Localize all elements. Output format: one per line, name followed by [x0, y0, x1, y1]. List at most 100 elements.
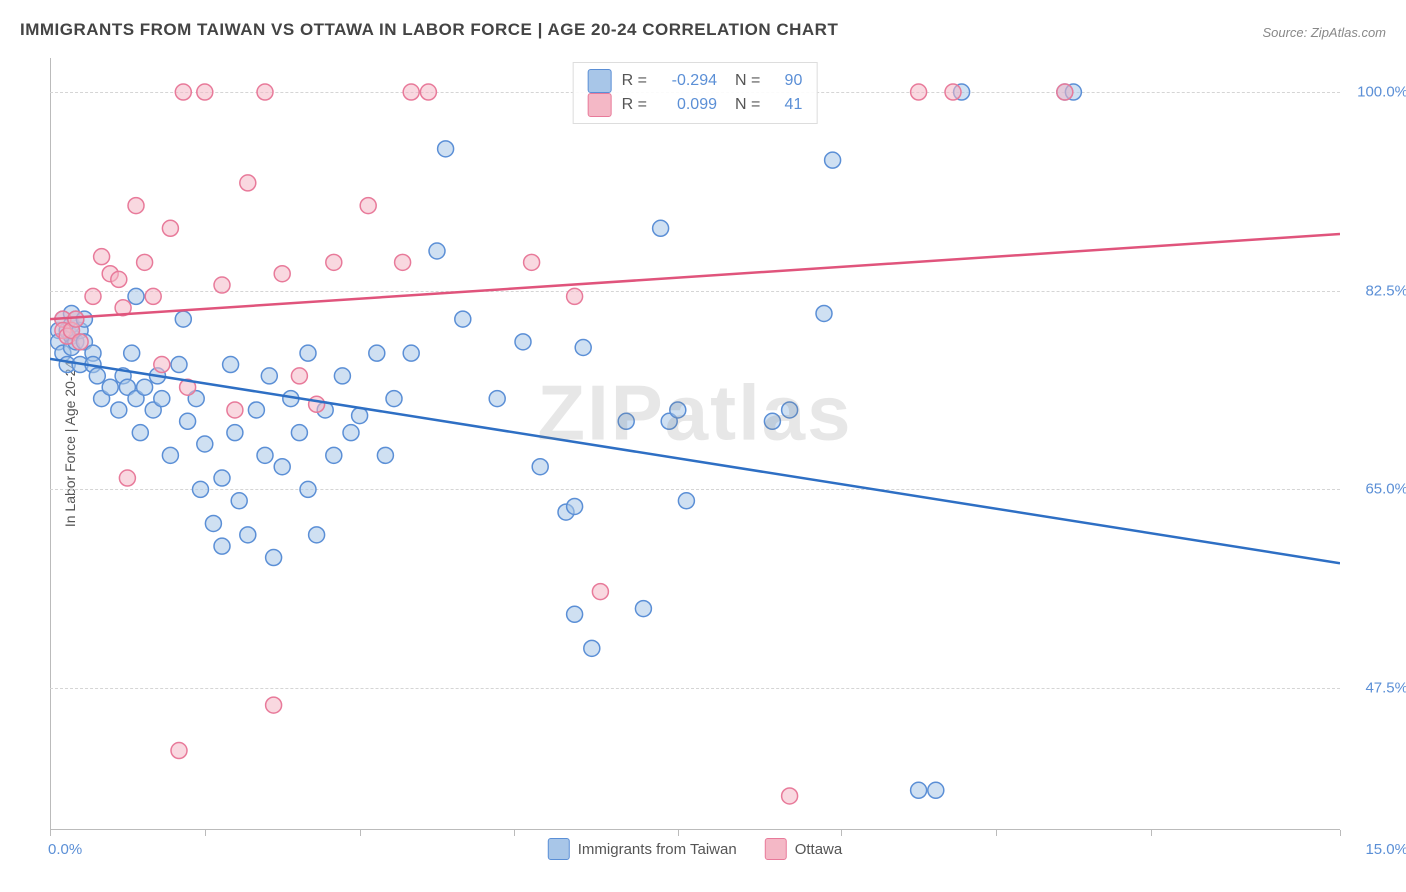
scatter-point [227, 425, 243, 441]
scatter-point [214, 538, 230, 554]
scatter-point [455, 311, 471, 327]
scatter-point [240, 527, 256, 543]
scatter-svg [50, 58, 1340, 830]
scatter-point [171, 743, 187, 759]
scatter-point [214, 470, 230, 486]
scatter-point [214, 277, 230, 293]
scatter-point [592, 584, 608, 600]
scatter-point [420, 84, 436, 100]
scatter-point [128, 288, 144, 304]
legend-n-label: N = [735, 69, 760, 93]
scatter-point [532, 459, 548, 475]
scatter-point [197, 436, 213, 452]
scatter-point [309, 527, 325, 543]
legend-r-value: -0.294 [657, 69, 717, 93]
scatter-point [266, 697, 282, 713]
scatter-point [945, 84, 961, 100]
scatter-point [94, 249, 110, 265]
scatter-point [489, 391, 505, 407]
scatter-point [193, 481, 209, 497]
x-tick [360, 830, 361, 836]
scatter-point [618, 413, 634, 429]
scatter-point [162, 220, 178, 236]
scatter-point [911, 782, 927, 798]
scatter-point [240, 175, 256, 191]
series-legend: Immigrants from Taiwan Ottawa [548, 838, 842, 860]
scatter-point [154, 391, 170, 407]
scatter-point [145, 288, 161, 304]
scatter-point [567, 288, 583, 304]
trend-line [50, 234, 1340, 319]
scatter-point [403, 345, 419, 361]
scatter-point [175, 84, 191, 100]
scatter-point [205, 515, 221, 531]
scatter-point [911, 84, 927, 100]
scatter-point [653, 220, 669, 236]
legend-series-label: Immigrants from Taiwan [578, 841, 737, 858]
x-tick [205, 830, 206, 836]
scatter-point [524, 254, 540, 270]
legend-r-label: R = [622, 69, 647, 93]
scatter-point [678, 493, 694, 509]
legend-swatch [588, 93, 612, 117]
legend-swatch [765, 838, 787, 860]
scatter-point [102, 379, 118, 395]
legend-n-value: 90 [770, 69, 802, 93]
scatter-point [85, 288, 101, 304]
scatter-point [180, 413, 196, 429]
scatter-point [227, 402, 243, 418]
scatter-point [825, 152, 841, 168]
x-tick [841, 830, 842, 836]
x-tick [996, 830, 997, 836]
legend-row: R = -0.294 N = 90 [588, 69, 803, 93]
x-tick-label: 0.0% [48, 841, 82, 858]
scatter-point [377, 447, 393, 463]
legend-item: Ottawa [765, 838, 843, 860]
x-tick [1151, 830, 1152, 836]
scatter-point [326, 447, 342, 463]
scatter-point [132, 425, 148, 441]
y-tick-label: 47.5% [1348, 680, 1406, 697]
legend-r-value: 0.099 [657, 93, 717, 117]
scatter-point [635, 601, 651, 617]
scatter-point [137, 379, 153, 395]
scatter-point [124, 345, 140, 361]
chart-source: Source: ZipAtlas.com [1262, 25, 1386, 40]
scatter-point [89, 368, 105, 384]
scatter-point [68, 311, 84, 327]
scatter-point [567, 606, 583, 622]
scatter-point [261, 368, 277, 384]
chart-header: IMMIGRANTS FROM TAIWAN VS OTTAWA IN LABO… [0, 0, 1406, 48]
scatter-point [111, 271, 127, 287]
scatter-point [403, 84, 419, 100]
scatter-point [300, 481, 316, 497]
x-tick [678, 830, 679, 836]
scatter-point [369, 345, 385, 361]
scatter-point [816, 305, 832, 321]
chart-title: IMMIGRANTS FROM TAIWAN VS OTTAWA IN LABO… [20, 20, 838, 40]
legend-swatch [588, 69, 612, 93]
scatter-point [119, 470, 135, 486]
x-tick [50, 830, 51, 836]
scatter-point [567, 498, 583, 514]
scatter-point [171, 357, 187, 373]
scatter-point [154, 357, 170, 373]
scatter-point [300, 345, 316, 361]
scatter-point [137, 254, 153, 270]
scatter-point [326, 254, 342, 270]
scatter-point [128, 198, 144, 214]
legend-row: R = 0.099N = 41 [588, 93, 803, 117]
y-tick-label: 82.5% [1348, 282, 1406, 299]
scatter-point [274, 266, 290, 282]
scatter-point [782, 402, 798, 418]
scatter-point [515, 334, 531, 350]
legend-n-label: N = [735, 93, 760, 117]
scatter-point [438, 141, 454, 157]
scatter-point [72, 334, 88, 350]
correlation-legend: R =-0.294N =90R = 0.099N = 41 [573, 62, 818, 124]
scatter-point [343, 425, 359, 441]
scatter-point [1057, 84, 1073, 100]
scatter-point [360, 198, 376, 214]
x-tick [514, 830, 515, 836]
scatter-point [395, 254, 411, 270]
